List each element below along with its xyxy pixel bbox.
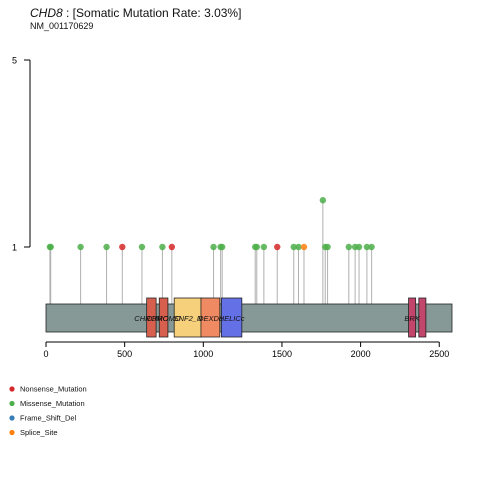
domain-label: SNF2_N	[174, 314, 203, 323]
domain-label: DEXDc	[198, 314, 223, 323]
legend-marker	[9, 386, 15, 392]
domain-box	[408, 297, 417, 338]
mutation-point	[103, 243, 110, 251]
mutation-point	[319, 197, 327, 204]
legend-marker	[9, 429, 15, 436]
domain-label: CHROMO	[146, 314, 180, 323]
domain-label: CHROMO	[134, 314, 168, 323]
mutation-point	[168, 243, 176, 251]
x-tick-label: 1000	[193, 349, 213, 359]
mutation-point	[295, 243, 302, 251]
mutation-point	[368, 243, 375, 251]
y-tick-label: 1	[12, 243, 17, 253]
domain-box	[173, 297, 203, 338]
mutation-point	[218, 243, 226, 251]
mutation-point	[119, 243, 126, 251]
x-tick-label: 2000	[351, 349, 371, 359]
x-tick-label: 1500	[272, 349, 292, 359]
legend-label: Nonsense_Mutation	[20, 385, 87, 394]
mutation-point	[138, 243, 146, 251]
domain-label: BRK	[404, 314, 420, 323]
mutation-point	[363, 243, 371, 251]
x-tick-label: 0	[43, 349, 48, 359]
transcript-id: NM_001170629	[30, 21, 94, 31]
mutation-point	[345, 243, 353, 251]
domain-box	[418, 297, 427, 338]
legend-marker	[9, 400, 15, 407]
domain-box	[146, 297, 157, 338]
mutation-point	[77, 243, 84, 251]
chart-title: CHD8 : [Somatic Mutation Rate: 3.03%]	[30, 6, 241, 20]
mutation-point	[47, 243, 54, 251]
mutation-point	[253, 243, 260, 251]
mutation-point	[290, 243, 297, 251]
legend-label: Frame_Shift_Del	[20, 414, 77, 423]
y-tick-label: 5	[12, 56, 17, 66]
protein-backbone	[45, 303, 453, 333]
x-tick-label: 2500	[429, 349, 449, 359]
mutation-point	[159, 243, 166, 251]
mutation-point	[324, 243, 331, 251]
domain-label: HELICc	[219, 314, 245, 323]
legend-label: Missense_Mutation	[20, 399, 85, 408]
domain-box	[158, 297, 169, 338]
domain-box	[200, 297, 221, 338]
domain-box	[220, 297, 243, 338]
mutation-point	[210, 243, 217, 251]
mutation-point	[260, 243, 268, 251]
mutation-point	[274, 243, 281, 251]
mutation-rate: : [Somatic Mutation Rate: 3.03%]	[66, 6, 242, 20]
mutation-point	[300, 243, 308, 251]
mutation-point	[355, 243, 363, 251]
x-tick-label: 500	[117, 349, 132, 359]
legend-label: Splice_Site	[20, 428, 58, 437]
legend-marker	[9, 415, 15, 421]
gene-name: CHD8	[30, 6, 63, 20]
